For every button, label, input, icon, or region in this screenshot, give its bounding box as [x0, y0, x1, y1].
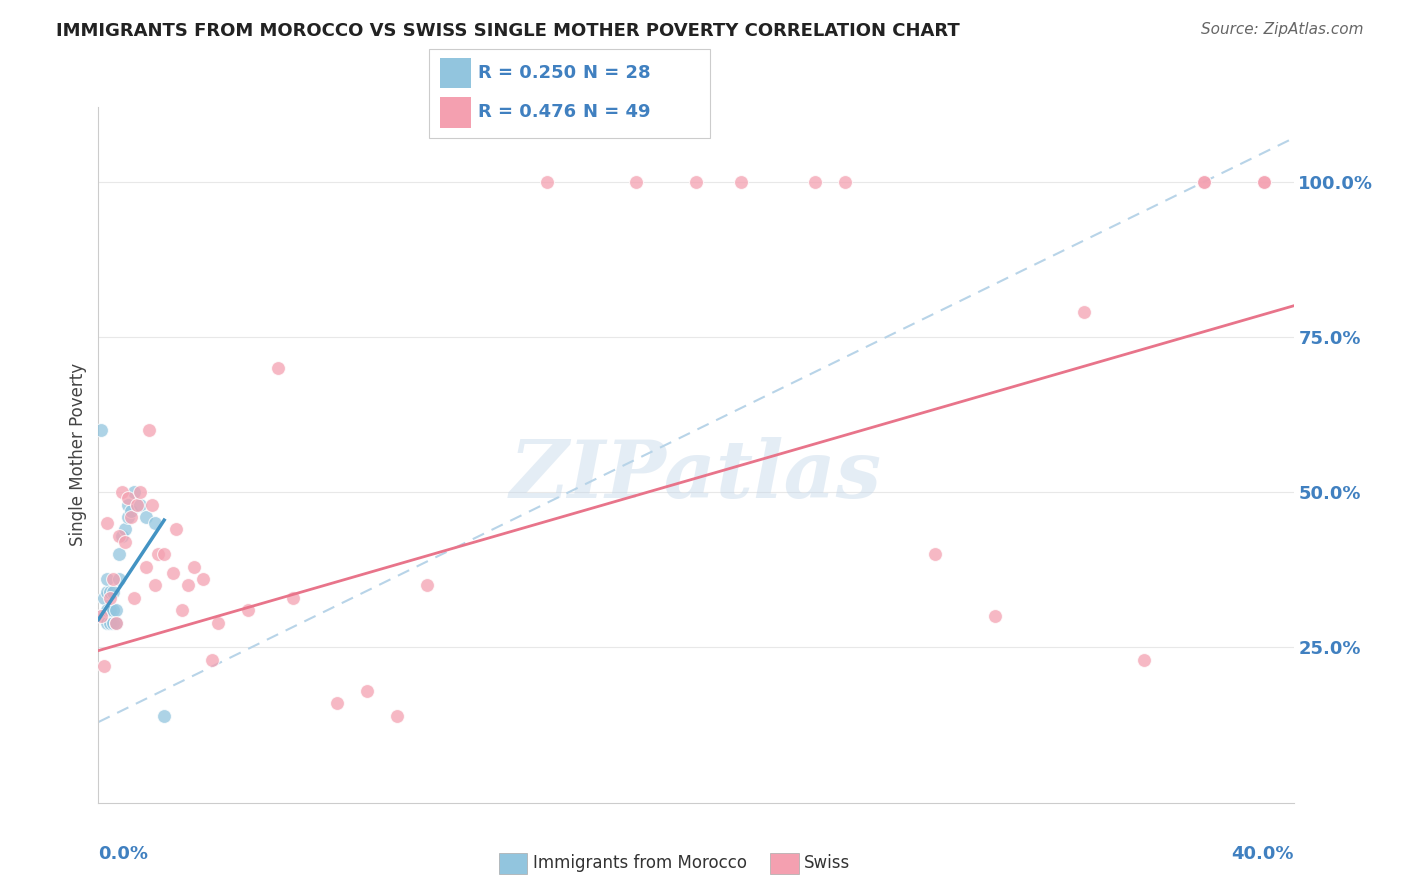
- Point: [124, 485, 146, 500]
- Point: [93, 659, 115, 673]
- Text: IMMIGRANTS FROM MOROCCO VS SWISS SINGLE MOTHER POVERTY CORRELATION CHART: IMMIGRANTS FROM MOROCCO VS SWISS SINGLE …: [56, 22, 960, 40]
- Point: [983, 609, 1005, 624]
- Text: R = 0.476: R = 0.476: [478, 103, 576, 121]
- Point: [98, 615, 122, 630]
- Text: ZIPatlas: ZIPatlas: [510, 437, 882, 515]
- Point: [117, 491, 139, 506]
- Point: [624, 175, 647, 189]
- Point: [1073, 305, 1095, 319]
- Point: [90, 423, 112, 437]
- Point: [804, 175, 827, 189]
- Point: [385, 708, 409, 723]
- Point: [201, 653, 224, 667]
- Point: [326, 697, 349, 711]
- Point: [143, 516, 166, 531]
- Point: [129, 485, 152, 500]
- Point: [108, 529, 131, 543]
- Point: [207, 615, 229, 630]
- Point: [105, 615, 128, 630]
- Point: [356, 684, 378, 698]
- Point: [685, 175, 707, 189]
- Point: [183, 559, 205, 574]
- Point: [124, 591, 146, 605]
- Point: [90, 609, 112, 624]
- Point: [96, 603, 118, 617]
- Text: N = 49: N = 49: [583, 103, 651, 121]
- Point: [120, 510, 142, 524]
- Point: [153, 708, 176, 723]
- Point: [177, 578, 200, 592]
- Point: [135, 559, 157, 574]
- Point: [98, 584, 122, 599]
- Point: [162, 566, 184, 580]
- Text: Source: ZipAtlas.com: Source: ZipAtlas.com: [1201, 22, 1364, 37]
- Point: [536, 175, 558, 189]
- Point: [98, 591, 122, 605]
- Point: [98, 603, 122, 617]
- Point: [114, 523, 136, 537]
- Point: [103, 615, 125, 630]
- Point: [135, 510, 157, 524]
- Point: [267, 361, 290, 376]
- Point: [834, 175, 856, 189]
- Text: N = 28: N = 28: [583, 64, 651, 82]
- Point: [103, 572, 125, 586]
- Point: [143, 578, 166, 592]
- Point: [141, 498, 163, 512]
- Point: [120, 504, 142, 518]
- Point: [148, 547, 170, 561]
- Text: Swiss: Swiss: [804, 855, 851, 872]
- Point: [138, 423, 160, 437]
- Point: [96, 615, 118, 630]
- Text: 0.0%: 0.0%: [98, 845, 149, 863]
- Point: [111, 529, 134, 543]
- Point: [924, 547, 946, 561]
- Point: [1133, 653, 1156, 667]
- Point: [730, 175, 752, 189]
- Point: [236, 603, 259, 617]
- Point: [93, 609, 115, 624]
- Point: [129, 498, 152, 512]
- Point: [114, 535, 136, 549]
- Point: [108, 572, 131, 586]
- Point: [96, 584, 118, 599]
- Point: [1253, 175, 1275, 189]
- Point: [1192, 175, 1215, 189]
- Point: [416, 578, 439, 592]
- Point: [165, 523, 187, 537]
- Text: Immigrants from Morocco: Immigrants from Morocco: [533, 855, 747, 872]
- Point: [1253, 175, 1275, 189]
- Point: [108, 547, 131, 561]
- Point: [153, 547, 176, 561]
- Y-axis label: Single Mother Poverty: Single Mother Poverty: [69, 363, 87, 547]
- Point: [172, 603, 194, 617]
- Text: R = 0.250: R = 0.250: [478, 64, 576, 82]
- Point: [90, 609, 112, 624]
- Point: [96, 516, 118, 531]
- Point: [103, 603, 125, 617]
- Point: [111, 485, 134, 500]
- Point: [1192, 175, 1215, 189]
- Point: [127, 498, 149, 512]
- Point: [191, 572, 214, 586]
- Point: [93, 591, 115, 605]
- Point: [117, 510, 139, 524]
- Point: [105, 603, 128, 617]
- Point: [281, 591, 304, 605]
- Point: [117, 498, 139, 512]
- Point: [105, 615, 128, 630]
- Point: [103, 584, 125, 599]
- Text: 40.0%: 40.0%: [1232, 845, 1294, 863]
- Point: [96, 572, 118, 586]
